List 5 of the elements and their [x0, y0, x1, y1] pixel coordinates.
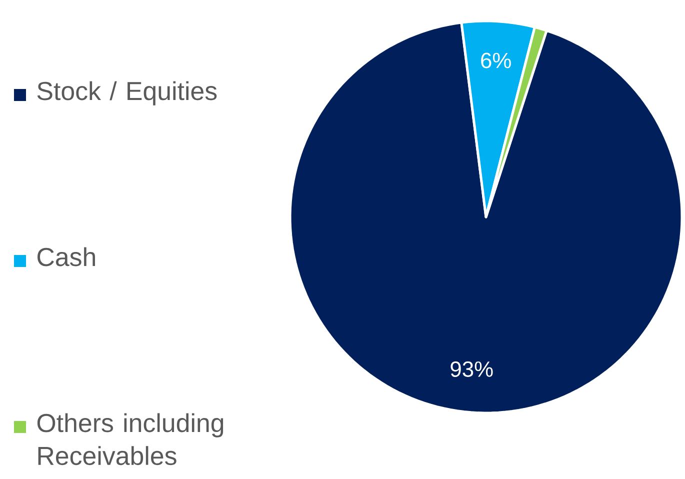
data-label: 6% — [481, 52, 511, 68]
legend-label: Others including Receivables — [37, 413, 224, 466]
legend-label: Stock / Equities — [37, 81, 217, 106]
data-label: 93% — [450, 361, 493, 377]
legend-label: Cash — [38, 247, 95, 266]
